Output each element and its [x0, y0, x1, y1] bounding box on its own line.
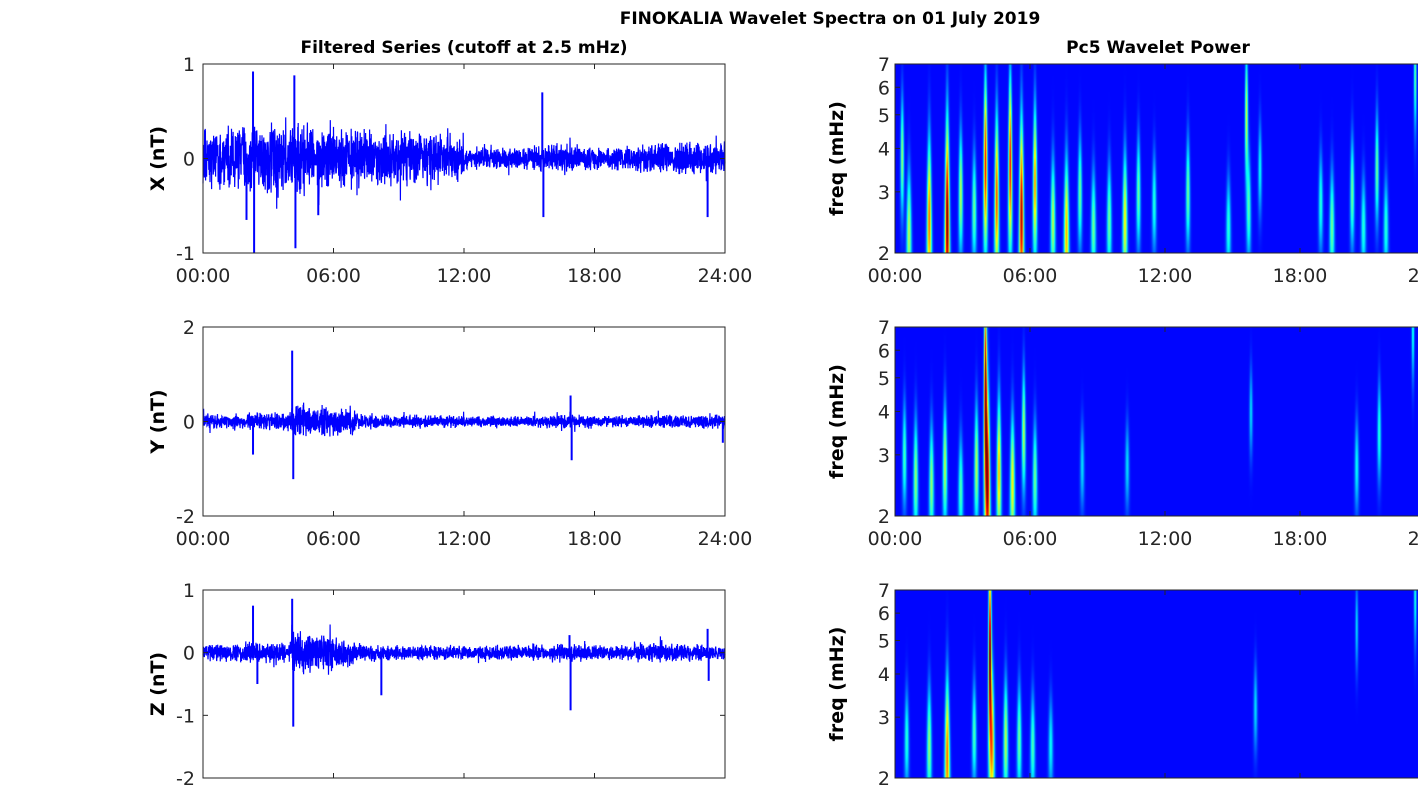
- y-tick-label: 4: [878, 401, 890, 423]
- x-tick-label: 06:00: [1003, 528, 1058, 550]
- y-tick-label: 2: [878, 243, 890, 265]
- y-axis-label: freq (mHz): [826, 101, 848, 216]
- y-tick-label: 0: [183, 643, 195, 665]
- x-tick-label: 24:00: [1408, 528, 1418, 550]
- y-tick-label: 2: [878, 768, 890, 788]
- x-tick-label: 12:00: [1138, 265, 1193, 287]
- left-column-title: Filtered Series (cutoff at 2.5 mHz): [300, 38, 627, 58]
- y-tick-label: 3: [878, 182, 890, 204]
- y-tick-label: -2: [176, 768, 195, 788]
- x-tick-label: 12:00: [437, 528, 492, 550]
- y-tick-label: 7: [878, 580, 890, 602]
- x-tick-label: 06:00: [306, 265, 361, 287]
- x-tick-label: 12:00: [1138, 528, 1193, 550]
- y-tick-label: 5: [878, 630, 890, 652]
- y-tick-label: 6: [878, 77, 890, 99]
- y-axis-label: freq (mHz): [826, 627, 848, 742]
- x-tick-label: 18:00: [1273, 528, 1328, 550]
- y-axis-label: Y (nT): [147, 389, 169, 454]
- y-tick-label: 7: [878, 317, 890, 339]
- y-tick-label: 0: [183, 149, 195, 171]
- x-tick-label: 18:00: [567, 265, 622, 287]
- wavelet-power-heatmap: [895, 590, 1418, 778]
- series-line: [202, 117, 726, 209]
- plot-area-2: [203, 590, 725, 778]
- y-tick-label: 2: [183, 317, 195, 339]
- y-tick-label: 1: [183, 54, 195, 76]
- y-tick-label: 7: [878, 54, 890, 76]
- series-line: [202, 402, 726, 437]
- y-tick-label: 6: [878, 603, 890, 625]
- right-column-title: Pc5 Wavelet Power: [1066, 38, 1250, 58]
- y-axis-label: X (nT): [147, 126, 169, 191]
- x-tick-label: 06:00: [1003, 265, 1058, 287]
- y-tick-label: 0: [183, 412, 195, 434]
- y-tick-label: 6: [878, 340, 890, 362]
- x-tick-label: 00:00: [868, 528, 923, 550]
- wavelet-power-heatmap: [895, 327, 1418, 516]
- y-axis-label: Z (nT): [147, 652, 169, 716]
- x-tick-label: 00:00: [176, 265, 231, 287]
- x-tick-label: 12:00: [437, 265, 492, 287]
- series-line: [202, 624, 726, 675]
- y-tick-label: 3: [878, 707, 890, 729]
- x-tick-label: 24:00: [698, 265, 753, 287]
- x-tick-label: 18:00: [1273, 265, 1328, 287]
- y-axis-label: freq (mHz): [826, 364, 848, 479]
- y-tick-label: 5: [878, 105, 890, 127]
- y-tick-label: -1: [176, 243, 195, 265]
- figure-title: FINOKALIA Wavelet Spectra on 01 July 201…: [620, 9, 1041, 29]
- y-tick-label: 1: [183, 580, 195, 602]
- y-tick-label: 4: [878, 138, 890, 160]
- y-tick-label: -2: [176, 506, 195, 528]
- x-tick-label: 00:00: [868, 265, 923, 287]
- x-tick-label: 24:00: [698, 528, 753, 550]
- x-tick-label: 24:00: [1408, 265, 1418, 287]
- x-tick-label: 06:00: [306, 528, 361, 550]
- y-tick-label: -1: [176, 705, 195, 727]
- wavelet-power-heatmap: [895, 64, 1418, 253]
- y-tick-label: 4: [878, 664, 890, 686]
- y-tick-label: 5: [878, 368, 890, 390]
- y-tick-label: 3: [878, 445, 890, 467]
- x-tick-label: 00:00: [176, 528, 231, 550]
- y-tick-label: 2: [878, 506, 890, 528]
- x-tick-label: 18:00: [567, 528, 622, 550]
- axes-box: [894, 589, 1418, 779]
